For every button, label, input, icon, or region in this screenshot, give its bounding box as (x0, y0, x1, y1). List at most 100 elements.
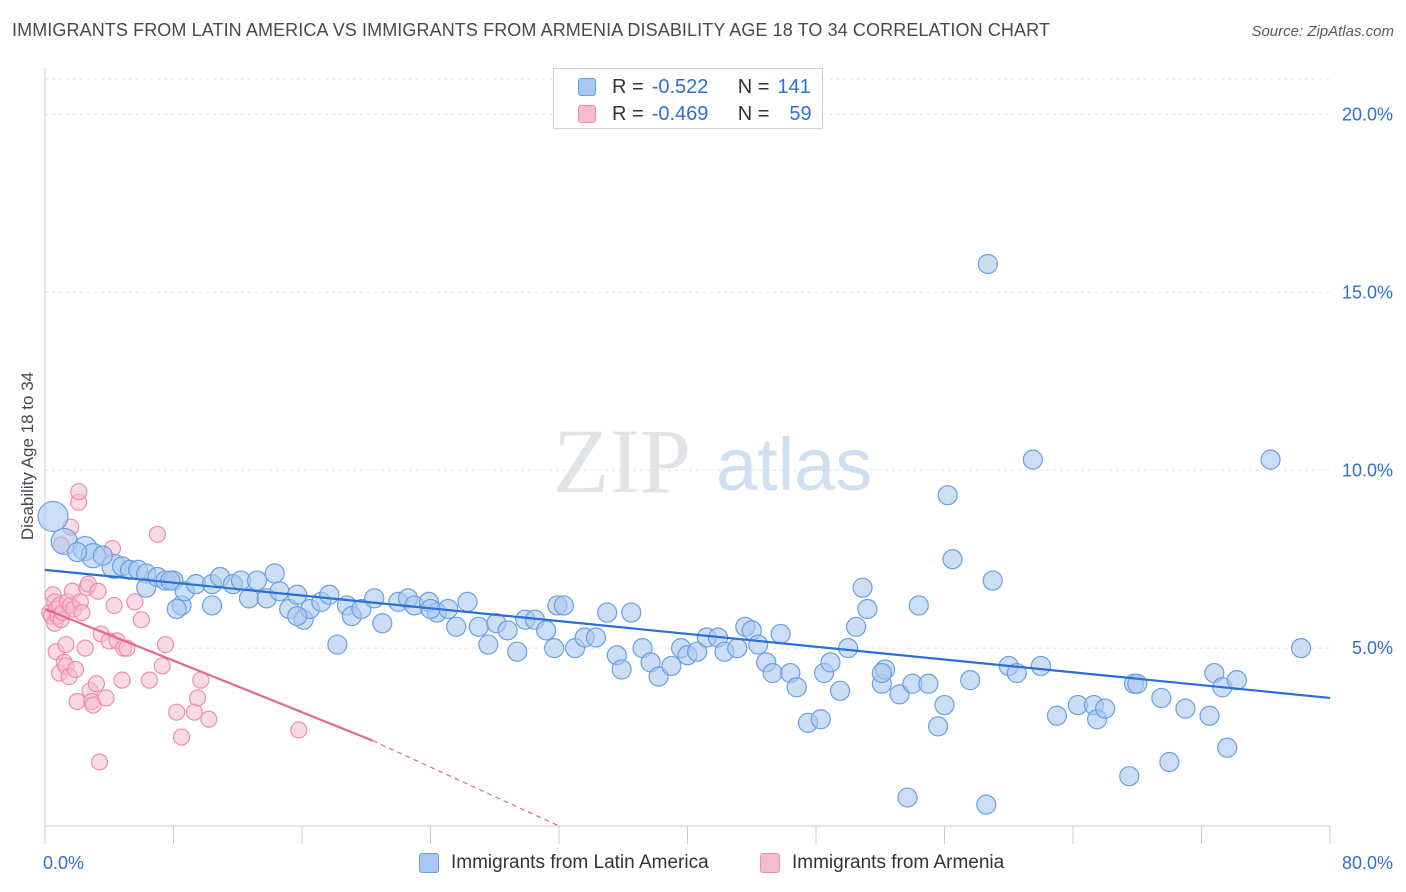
watermark: ZIP atlas (553, 410, 872, 512)
legend-item-armenia: Immigrants from Armenia (760, 852, 1004, 874)
armenia-point (126, 593, 144, 611)
armenia-point (70, 483, 88, 501)
armenia-point (66, 660, 85, 679)
latin-america-points (37, 253, 1312, 815)
latin-america-point (160, 570, 181, 591)
armenia-point (140, 671, 159, 689)
armenia-points (41, 483, 308, 771)
stats-legend: R = -0.522 N = 141 R = -0.469 N = 59 (553, 68, 823, 129)
y-tick-label: 20.0% (1342, 105, 1393, 125)
latin-america-point (67, 541, 88, 563)
legend-label-latin-america: Immigrants from Latin America (451, 852, 709, 873)
latin-america-point (372, 613, 393, 634)
x-tick-label: 80.0% (1342, 853, 1393, 873)
latin-america-point (457, 591, 478, 613)
latin-america-point (597, 602, 618, 623)
latin-america-point (727, 638, 748, 659)
latin-america-point (446, 616, 467, 637)
grid-lines (45, 78, 1330, 649)
n-value: 141 (777, 75, 811, 98)
blue-swatch (578, 78, 596, 96)
latin-america-point (918, 673, 939, 694)
armenia-point (188, 689, 207, 707)
latin-america-point (544, 638, 565, 659)
source-label: Source: ZipAtlas.com (1251, 23, 1394, 40)
armenia-point (132, 611, 150, 629)
latin-america-point (201, 595, 223, 616)
armenia-point (73, 603, 91, 622)
legend-item-latin-america: Immigrants from Latin America (419, 852, 709, 874)
latin-america-point (287, 606, 308, 627)
latin-america-point (319, 584, 340, 605)
armenia-point (87, 675, 106, 693)
armenia-point (68, 692, 86, 711)
armenia-point (153, 657, 171, 675)
latin-america-point (585, 627, 607, 648)
tick-labels: 5.0% 10.0% 15.0% 20.0% 0.0% 80.0% (43, 105, 1393, 873)
latin-america-point (1095, 698, 1116, 719)
trend-lines (44, 568, 1331, 827)
r-label: R = (612, 102, 644, 125)
armenia-point (97, 689, 115, 707)
latin-america-point (553, 595, 574, 616)
armenia-point (113, 671, 131, 689)
stats-row-armenia: R = -0.469 N = 59 (578, 103, 812, 125)
armenia-point (76, 639, 94, 657)
y-tick-label: 5.0% (1352, 638, 1393, 658)
latin-america-point (1217, 737, 1238, 758)
x-tick-label: 0.0% (43, 853, 84, 873)
armenia-point (200, 710, 218, 728)
pink-swatch (578, 105, 596, 123)
latin-america-point (92, 545, 113, 566)
latin-america-point (661, 655, 682, 677)
n-label: N = (737, 102, 770, 125)
armenia-point (185, 703, 203, 721)
latin-america-point (327, 634, 348, 655)
latin-america-point (942, 549, 963, 570)
axes (44, 68, 1331, 844)
latin-america-point (820, 652, 841, 673)
latin-america-point (497, 620, 518, 641)
watermark-atlas: atlas (716, 423, 872, 506)
latin-america-point (1260, 449, 1281, 470)
series-legend: Immigrants from Latin America Immigrants… (0, 852, 1406, 876)
blue-legend-swatch (419, 853, 439, 873)
armenia-point (91, 753, 109, 771)
latin-america-point (1119, 766, 1140, 787)
latin-america-point (871, 662, 892, 684)
pink-legend-swatch (760, 853, 780, 873)
armenia-point (57, 635, 75, 654)
latin-america-point (762, 662, 783, 684)
latin-america-point (748, 634, 769, 655)
latin-america-point (37, 500, 69, 533)
latin-america-point (1030, 655, 1051, 677)
latin-america-point (264, 563, 285, 584)
armenia-point (148, 525, 167, 543)
latin-america-point (976, 794, 997, 815)
n-label: N = (737, 75, 770, 98)
chart-title: IMMIGRANTS FROM LATIN AMERICA VS IMMIGRA… (12, 20, 1050, 40)
armenia-point (168, 703, 186, 721)
y-tick-label: 10.0% (1342, 460, 1393, 480)
armenia-trend-extension (372, 740, 560, 827)
latin-america-point (897, 787, 918, 808)
latin-america-point (1022, 449, 1043, 470)
latin-america-point (507, 641, 528, 662)
n-value: 59 (789, 102, 812, 125)
latin-america-trend-line (44, 568, 1331, 700)
watermark-zip: ZIP (553, 410, 691, 512)
armenia-trend-line (44, 607, 374, 742)
latin-america-point (852, 577, 873, 598)
legend-label-armenia: Immigrants from Armenia (792, 852, 1005, 873)
latin-america-point (770, 623, 791, 645)
latin-america-point (960, 670, 981, 691)
latin-america-point (478, 634, 499, 655)
latin-america-point (927, 716, 949, 737)
latin-america-point (857, 598, 878, 620)
latin-america-point (1159, 751, 1180, 773)
latin-america-point (934, 694, 955, 716)
latin-america-point (1175, 698, 1196, 719)
latin-america-point (611, 659, 632, 680)
r-label: R = (612, 75, 644, 98)
r-value: -0.469 (651, 102, 709, 125)
